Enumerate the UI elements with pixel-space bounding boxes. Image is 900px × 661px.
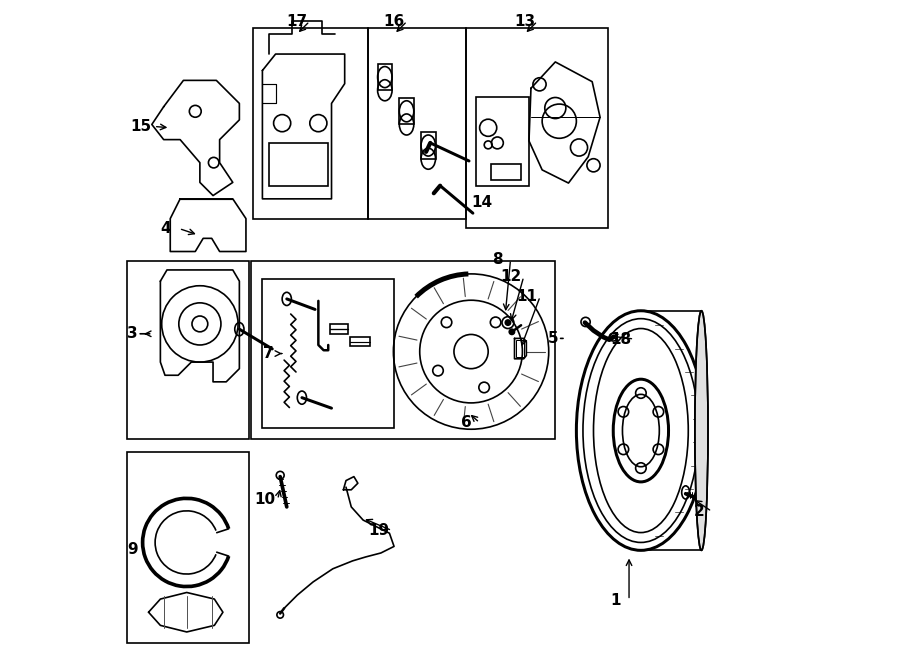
Bar bbox=[269, 143, 328, 186]
Bar bbox=[128, 261, 249, 439]
Text: 15: 15 bbox=[130, 119, 151, 134]
Bar bbox=[330, 324, 348, 334]
Bar bbox=[476, 97, 529, 186]
Text: 19: 19 bbox=[368, 523, 390, 538]
Bar bbox=[378, 64, 392, 91]
Bar bbox=[491, 164, 521, 180]
Bar bbox=[350, 337, 370, 346]
Ellipse shape bbox=[695, 311, 708, 551]
Text: 5: 5 bbox=[547, 331, 558, 346]
Text: 2: 2 bbox=[693, 504, 704, 519]
Bar bbox=[400, 98, 414, 124]
Text: 18: 18 bbox=[610, 332, 632, 346]
Bar bbox=[516, 340, 524, 358]
Text: 16: 16 bbox=[383, 14, 405, 28]
Text: 1: 1 bbox=[610, 593, 621, 608]
Bar bbox=[263, 279, 394, 428]
Text: 8: 8 bbox=[492, 252, 503, 267]
Bar bbox=[421, 132, 436, 159]
Text: 13: 13 bbox=[514, 14, 535, 28]
Text: 9: 9 bbox=[128, 541, 138, 557]
Bar bbox=[466, 28, 608, 229]
Bar bbox=[253, 28, 368, 219]
Bar bbox=[128, 452, 249, 643]
Bar bbox=[251, 261, 555, 439]
Text: 10: 10 bbox=[254, 492, 274, 507]
Circle shape bbox=[505, 320, 510, 325]
Text: 4: 4 bbox=[160, 221, 171, 236]
Text: 7: 7 bbox=[263, 346, 274, 361]
Text: 3: 3 bbox=[128, 327, 138, 341]
Text: 17: 17 bbox=[286, 14, 307, 28]
Bar bbox=[368, 28, 466, 219]
Circle shape bbox=[509, 329, 515, 334]
Text: 14: 14 bbox=[471, 194, 492, 210]
Text: 6: 6 bbox=[461, 415, 472, 430]
Text: 12: 12 bbox=[500, 269, 521, 284]
Text: 11: 11 bbox=[517, 289, 537, 304]
